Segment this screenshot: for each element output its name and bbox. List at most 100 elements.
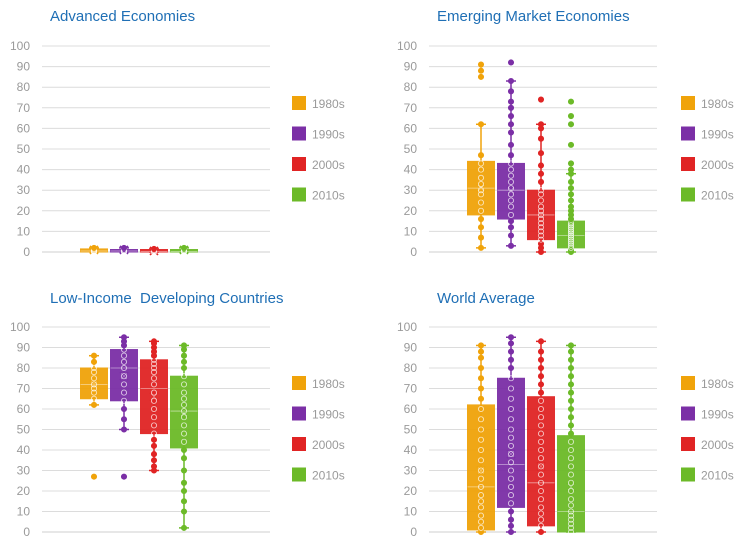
data-point [537,162,545,169]
legend-label: 2000s [312,158,345,172]
data-point [567,502,575,509]
data-point [180,479,188,486]
data-point [120,334,128,341]
data-point [537,178,545,186]
data-point [537,135,545,142]
legend-label: 1980s [701,377,734,391]
data-point [537,504,545,511]
data-point [567,414,575,421]
data-point [567,222,575,229]
data-point [567,430,575,437]
data-point [507,340,515,347]
data-point [507,356,515,363]
data-point [507,98,515,105]
data-point [567,446,575,454]
data-point [150,457,158,464]
data-point [477,504,485,511]
data-point [567,232,575,239]
y-tick-label: 20 [17,204,31,218]
data-point [567,463,575,470]
series-2010s [557,98,585,256]
data-point [90,395,98,402]
data-point [90,352,98,359]
data-point [567,240,575,247]
y-tick-label: 10 [404,505,418,519]
data-point [567,197,575,204]
data-point [567,121,575,128]
data-point [537,389,545,396]
data-point [477,121,485,128]
y-tick-label: 90 [404,60,418,74]
series-1980s [467,61,495,251]
y-tick-label: 30 [404,464,418,478]
legend-label: 1980s [312,97,345,111]
data-point [477,426,485,433]
series-2010s [557,342,585,536]
data-point [507,385,515,392]
series-1990s [110,334,138,480]
panel-title: Low-Income Developing Countries [50,290,283,307]
data-point [477,405,485,413]
data-point [180,358,188,365]
data-point [180,352,188,359]
y-tick-label: 70 [404,382,418,396]
data-point [180,430,188,437]
data-point [477,385,485,392]
data-point [507,459,515,466]
data-point [567,342,575,349]
data-point [90,385,98,392]
data-point [567,381,575,388]
data-point [537,510,545,517]
y-tick-label: 60 [404,402,418,416]
data-point [507,152,515,159]
data-point [180,364,188,372]
data-point [537,207,545,214]
data-point [507,375,515,382]
data-point [537,356,545,363]
y-tick-label: 80 [404,80,418,94]
data-point [120,405,128,413]
y-tick-label: 50 [404,423,418,437]
data-point [507,121,515,128]
data-point [507,434,515,441]
y-tick-label: 60 [404,121,418,135]
data-point [150,422,158,429]
data-point [180,373,188,380]
data-point [567,238,575,245]
data-point [507,500,515,507]
data-point [180,395,188,402]
data-point [507,522,515,529]
data-point [90,473,98,480]
data-point [120,389,128,396]
data-point [537,422,545,429]
y-tick-label: 80 [404,361,418,375]
data-point [507,185,515,192]
panel-title: Emerging Market Economies [437,8,630,25]
data-point [567,185,575,192]
data-point [477,199,485,206]
y-tick-label: 100 [397,320,417,334]
data-point [180,455,188,462]
legend-swatch [681,437,695,451]
legend-swatch [292,437,306,451]
y-tick-label: 20 [404,204,418,218]
y-tick-label: 0 [23,525,30,539]
data-point [120,244,128,251]
data-point [507,416,515,423]
data-point [507,483,515,490]
data-point [507,211,515,218]
data-point [477,174,485,181]
data-point [507,141,515,148]
data-point [507,88,515,95]
data-point [180,438,188,445]
data-point [477,160,485,167]
data-point [477,446,485,454]
series-1980s [467,342,495,536]
data-point [567,487,575,495]
legend-label: 1990s [312,408,345,422]
data-point [180,389,188,396]
legend-swatch [681,376,695,390]
data-point [567,405,575,413]
data-point [507,59,515,66]
data-point [477,73,485,80]
